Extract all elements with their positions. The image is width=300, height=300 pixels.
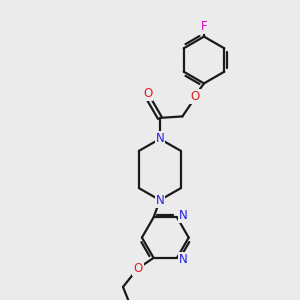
Text: N: N xyxy=(155,194,164,207)
Text: N: N xyxy=(155,132,164,146)
Text: O: O xyxy=(143,87,152,101)
Text: O: O xyxy=(190,90,200,104)
Text: O: O xyxy=(134,262,142,275)
Text: N: N xyxy=(179,253,188,266)
Text: F: F xyxy=(201,20,207,34)
Text: N: N xyxy=(179,209,188,222)
